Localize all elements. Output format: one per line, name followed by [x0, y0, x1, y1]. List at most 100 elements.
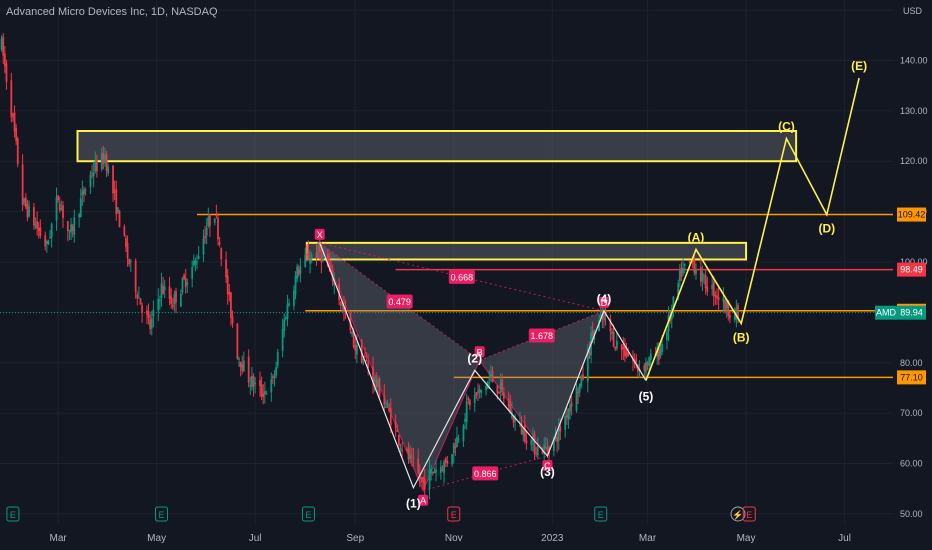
candle-body [157, 298, 160, 311]
candle-body [125, 237, 127, 247]
pattern-triangle-bcd [479, 310, 604, 456]
candle-body [318, 243, 321, 252]
candle-body [105, 154, 108, 172]
candle-body [699, 267, 702, 282]
candle-body [158, 299, 161, 301]
candle-body [37, 227, 40, 231]
candle-body [175, 291, 177, 303]
pattern-point-label: A [420, 496, 426, 506]
candle-body [507, 398, 510, 406]
candle-body [430, 468, 433, 473]
candle-body [519, 421, 521, 423]
candle-body [197, 256, 200, 259]
candle-body [322, 255, 324, 260]
level-price-label: 98.49 [900, 265, 923, 275]
candle-body [220, 248, 223, 260]
candle-body [435, 469, 437, 473]
candle-body [557, 428, 560, 441]
candle-body [162, 285, 164, 294]
candle-body [446, 460, 449, 464]
pattern-point-label: B [477, 347, 483, 357]
candle-body [304, 255, 307, 267]
candle-body [409, 454, 412, 459]
candle-body [615, 340, 618, 349]
candle-body [609, 319, 612, 332]
candle-body [259, 379, 261, 387]
candle-body [265, 393, 268, 395]
candle-body [530, 440, 533, 445]
candle-body [297, 269, 300, 275]
candle-body [680, 268, 683, 278]
candle-body [341, 305, 344, 307]
candle-body [62, 205, 64, 219]
candle-body [26, 203, 29, 218]
candle-body [678, 270, 681, 281]
candle-body [582, 374, 584, 380]
candle-body [372, 366, 374, 383]
candle-body [485, 386, 487, 390]
candle-body [218, 242, 221, 245]
candle-body [683, 264, 686, 266]
pattern-point-badge [474, 346, 485, 358]
candle-body [491, 370, 494, 383]
candle-body [645, 362, 647, 373]
candle-body [351, 332, 353, 335]
candle-body [49, 237, 51, 239]
candle-body [541, 449, 544, 454]
candle-body [283, 319, 286, 331]
candle-body [397, 434, 400, 446]
candle-body [89, 174, 92, 188]
candle-body [3, 53, 6, 67]
candle-body [712, 281, 715, 297]
candle-body [192, 261, 195, 266]
earnings-marker-label: E [305, 510, 311, 520]
wave-label: (3) [540, 465, 555, 479]
candle-body [263, 390, 266, 395]
candle-body [2, 36, 5, 56]
candle-body [315, 252, 318, 259]
candle-body [496, 385, 499, 393]
candle-body [570, 403, 573, 407]
candle-body [83, 189, 85, 195]
candle-body [276, 352, 279, 366]
level-price-label: 109.42 [898, 210, 926, 220]
candle-body [620, 344, 623, 351]
price-tick-label: 120.00 [900, 156, 928, 166]
candle-body [543, 444, 546, 451]
candle-body [469, 400, 471, 406]
candle-body [480, 389, 483, 393]
candle-body [39, 227, 42, 236]
candle-body [383, 395, 386, 405]
candle-body [60, 208, 63, 210]
pattern-point-badge [418, 494, 429, 506]
price-tick-label: 50.00 [900, 509, 923, 519]
candle-body [71, 226, 74, 232]
candle-body [648, 357, 651, 366]
candle-body [150, 318, 153, 329]
candle-body [525, 440, 528, 443]
candle-body [643, 365, 646, 371]
candle-body [522, 428, 525, 436]
time-tick-label: Mar [639, 533, 657, 544]
candle-body [149, 319, 152, 329]
candle-body [439, 466, 442, 473]
candle-body [260, 384, 263, 397]
wave-label: (2) [467, 351, 482, 365]
candle-body [624, 346, 626, 357]
candle-body [569, 405, 571, 412]
candle-body [147, 310, 150, 319]
candle-body [722, 297, 725, 303]
candle-body [365, 360, 368, 362]
candle-body [102, 153, 105, 164]
projection-label: (B) [733, 330, 750, 344]
candle-body [217, 218, 219, 240]
resistance-zone [76, 130, 798, 163]
candle-body [23, 198, 26, 203]
candle-body [451, 454, 454, 465]
candle-body [249, 385, 252, 387]
candle-body [682, 267, 684, 274]
candle-body [724, 300, 726, 310]
price-tick-label: 140.00 [900, 55, 928, 65]
candle-body [394, 422, 397, 428]
